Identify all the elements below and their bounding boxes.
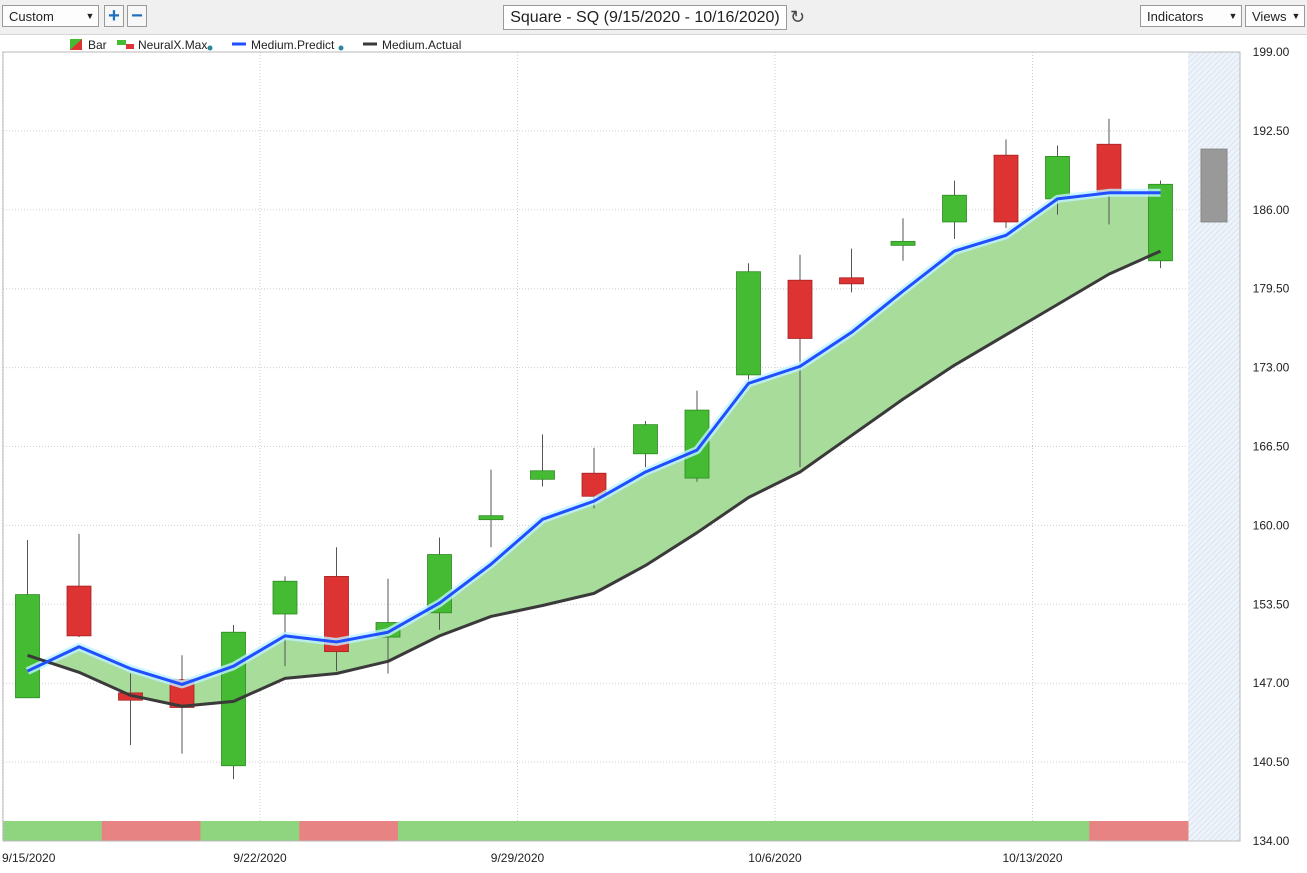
- signal-segment: [990, 821, 1090, 841]
- range-select[interactable]: Custom ▼: [2, 5, 99, 27]
- candles: [15, 118, 1228, 780]
- zoom-out-button[interactable]: −: [127, 5, 147, 27]
- legend: Bar NeuralX.Max Medium.Predict Medium.Ac…: [70, 38, 461, 52]
- signal-segment: [398, 821, 498, 841]
- legend-info-dot[interactable]: [207, 45, 213, 51]
- bar-swatch-down: [70, 39, 82, 50]
- prediction-band: [27, 192, 1161, 707]
- signal-segment: [891, 821, 991, 841]
- candle-up[interactable]: [1148, 183, 1173, 262]
- candle-down[interactable]: [66, 585, 92, 637]
- y-tick-label: 166.50: [1253, 440, 1290, 454]
- y-tick-label: 160.00: [1253, 518, 1290, 532]
- legend-neuralx-label: NeuralX.Max: [138, 38, 207, 52]
- x-axis: 9/15/2020 9/22/2020 9/29/2020 10/6/2020 10/1…: [2, 851, 1063, 865]
- candle-up[interactable]: [1045, 155, 1070, 200]
- y-tick-label: 179.50: [1253, 282, 1290, 296]
- plot-frame: [2, 51, 1241, 842]
- candle-swatch-up: [117, 40, 126, 45]
- candle-up[interactable]: [15, 594, 40, 699]
- signal-segment: [694, 821, 794, 841]
- x-tick-label: 10/13/2020: [1002, 851, 1062, 865]
- zoom-in-button[interactable]: +: [104, 5, 124, 27]
- toolbar: Custom ▼ + − Square - SQ (9/15/2020 - 10…: [0, 0, 1307, 35]
- price-chart[interactable]: 199.00 192.50 186.00 179.50 173.00 166.50 160.…: [0, 35, 1307, 873]
- plus-icon: +: [108, 5, 120, 27]
- candle-up[interactable]: [736, 271, 761, 376]
- chart-title-text: Square - SQ (9/15/2020 - 10/16/2020): [510, 8, 780, 26]
- indicators-label: Indicators: [1147, 8, 1204, 24]
- y-tick-label: 147.00: [1253, 676, 1290, 690]
- chevron-down-icon: ▼: [1291, 11, 1301, 21]
- range-select-value: Custom: [9, 8, 54, 24]
- candle-down[interactable]: [787, 279, 813, 339]
- medium-actual-line: [27, 249, 1162, 708]
- legend-predict-label: Medium.Predict: [251, 38, 335, 52]
- candle-up[interactable]: [272, 580, 298, 615]
- signal-segment: [101, 821, 201, 841]
- signal-segment: [1089, 821, 1189, 841]
- candle-down[interactable]: [839, 277, 864, 285]
- candle-down[interactable]: [993, 154, 1019, 223]
- indicators-dropdown[interactable]: Indicators ▼: [1140, 5, 1242, 27]
- y-tick-label: 192.50: [1253, 124, 1290, 138]
- signal-segment: [793, 821, 893, 841]
- signal-segment: [595, 821, 695, 841]
- medium-predict-line: [26, 191, 1161, 686]
- y-tick-label: 134.00: [1253, 834, 1290, 848]
- candle-up[interactable]: [478, 515, 504, 521]
- signal-segment: [3, 821, 103, 841]
- x-tick-label: 9/22/2020: [233, 851, 287, 865]
- candle-up[interactable]: [942, 194, 967, 223]
- candle-swatch-down: [126, 44, 134, 49]
- x-tick-label: 10/6/2020: [748, 851, 802, 865]
- signal-segment: [496, 821, 596, 841]
- y-tick-label: 199.00: [1253, 45, 1290, 59]
- y-tick-label: 153.50: [1253, 597, 1290, 611]
- legend-actual-label: Medium.Actual: [382, 38, 461, 52]
- y-tick-label: 140.50: [1253, 755, 1290, 769]
- y-tick-label: 186.00: [1253, 203, 1290, 217]
- chevron-down-icon: ▼: [1228, 11, 1238, 21]
- chevron-down-icon: ▼: [85, 11, 95, 21]
- forecast-bar[interactable]: [1200, 148, 1228, 223]
- refresh-icon[interactable]: ↻: [790, 7, 806, 27]
- chart-title: Square - SQ (9/15/2020 - 10/16/2020): [503, 5, 787, 30]
- predict-actual-band: [27, 192, 1161, 707]
- candle-down[interactable]: [1096, 143, 1122, 194]
- signal-segment: [299, 821, 399, 841]
- candle-up[interactable]: [530, 470, 555, 480]
- signal-strip: [3, 821, 1189, 841]
- legend-info-dot[interactable]: [338, 45, 344, 51]
- minus-icon: −: [131, 5, 143, 27]
- indicator-lines: [25, 188, 1162, 708]
- legend-bar-label: Bar: [88, 38, 107, 52]
- x-tick-label: 9/15/2020: [2, 851, 56, 865]
- views-label: Views: [1252, 8, 1287, 24]
- candle-up[interactable]: [633, 424, 658, 455]
- x-tick-label: 9/29/2020: [491, 851, 545, 865]
- y-tick-label: 173.00: [1253, 361, 1290, 375]
- views-dropdown[interactable]: Views ▼: [1245, 5, 1305, 27]
- signal-segment: [200, 821, 300, 841]
- candle-up[interactable]: [890, 240, 916, 246]
- y-axis: 199.00 192.50 186.00 179.50 173.00 166.50 160.…: [1253, 45, 1290, 848]
- candle-down[interactable]: [581, 472, 607, 497]
